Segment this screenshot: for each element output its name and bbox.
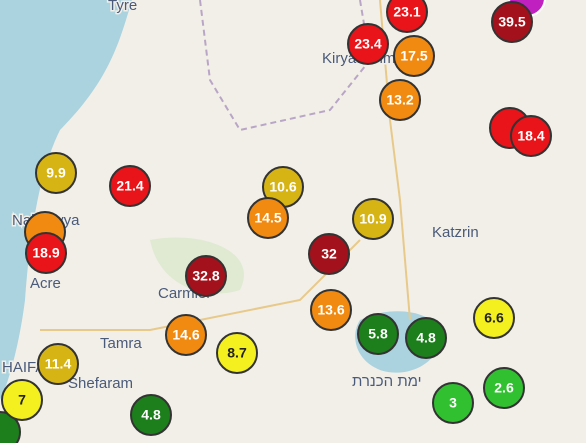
- place-label: Katzrin: [432, 224, 479, 241]
- marker: [386, 0, 428, 33]
- marker: [347, 23, 389, 65]
- marker: [185, 255, 227, 297]
- marker-value: 4.8: [416, 330, 436, 346]
- marker: [216, 332, 258, 374]
- marker: [165, 314, 207, 356]
- marker-value: 32.8: [192, 268, 219, 284]
- marker: [379, 79, 421, 121]
- marker-value: 23.4: [354, 36, 381, 52]
- place-label: Acre: [30, 275, 61, 292]
- marker: [130, 394, 172, 436]
- marker: [247, 197, 289, 239]
- marker-value: 3: [449, 395, 457, 411]
- marker-value: 7: [18, 392, 26, 408]
- marker-value: 23.1: [393, 4, 420, 20]
- marker: [310, 289, 352, 331]
- marker-value: 10.6: [269, 179, 296, 195]
- marker-value: 13.2: [386, 92, 413, 108]
- marker-value: 14.5: [254, 210, 281, 226]
- marker: [510, 115, 552, 157]
- marker: [473, 297, 515, 339]
- marker: [483, 367, 525, 409]
- place-label: Tamra: [100, 335, 142, 352]
- marker: [37, 343, 79, 385]
- place-label: HAIFA: [2, 359, 45, 376]
- marker: [432, 382, 474, 424]
- marker-value: 6.6: [484, 310, 504, 326]
- marker-value: 5.8: [368, 326, 388, 342]
- marker: [25, 232, 67, 274]
- marker-value: 39.5: [498, 14, 525, 30]
- marker-value: 14.6: [172, 327, 199, 343]
- marker-value: 18.9: [32, 245, 59, 261]
- marker-value: 17.5: [400, 48, 427, 64]
- place-label: Shefaram: [68, 375, 133, 392]
- sea: [0, 0, 132, 400]
- marker: [393, 35, 435, 77]
- marker: [1, 379, 43, 421]
- marker-value: 10.9: [359, 211, 386, 227]
- place-label: ימת הכנרת: [352, 373, 422, 390]
- marker: [109, 165, 151, 207]
- place-label: Tyre: [108, 0, 137, 14]
- road: [379, 0, 411, 321]
- marker-value: 11.4: [45, 356, 72, 372]
- marker: [352, 198, 394, 240]
- marker-value: 32: [321, 246, 337, 262]
- marker: [491, 1, 533, 43]
- marker-value: 21.4: [116, 178, 143, 194]
- marker: [308, 233, 350, 275]
- marker-value: 9.9: [46, 165, 66, 181]
- marker: [35, 152, 77, 194]
- marker-value: 2.6: [494, 380, 514, 396]
- marker-value: 4.8: [141, 407, 161, 423]
- marker-value: 8.7: [227, 345, 247, 361]
- marker-value: 18.4: [517, 128, 544, 144]
- marker: [357, 313, 399, 355]
- marker-value: 13.6: [317, 302, 344, 318]
- marker: [405, 317, 447, 359]
